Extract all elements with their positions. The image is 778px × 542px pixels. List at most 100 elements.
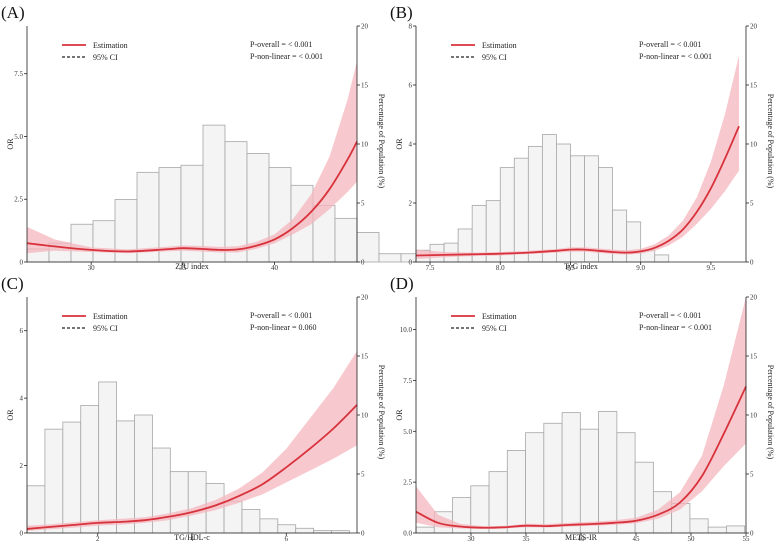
histogram-bar xyxy=(726,525,746,534)
histogram-bar xyxy=(334,217,358,263)
y2-axis-title: Percentage of Population (%) xyxy=(766,365,775,460)
histogram-bar xyxy=(543,422,563,534)
y-axis-title: OR xyxy=(395,138,404,150)
panel-d: 30 35 40 45 50 55 0.0 2.5 5.0 7.5 10.0 0 5 10 15 20 (D) M… xyxy=(389,271,778,542)
x-axis-title: TyG index xyxy=(564,262,598,271)
estimation-curve xyxy=(26,141,358,253)
histogram-bar xyxy=(598,167,613,263)
histogram-bar xyxy=(92,220,116,263)
y-tick-label: 7.5 xyxy=(403,377,412,385)
y-tick-label: 2.5 xyxy=(403,479,412,487)
y-tick-label: 0 xyxy=(409,259,413,267)
histogram-bar xyxy=(556,143,571,263)
histogram-bar xyxy=(616,432,636,534)
p-value-annotation: P-overall = < 0.001 xyxy=(639,311,701,320)
histogram-bar xyxy=(506,449,526,534)
p-value-annotation: P-overall = < 0.001 xyxy=(250,311,312,320)
panel-label: (D) xyxy=(390,274,414,293)
panel-label: (B) xyxy=(390,3,413,22)
p-value-annotation: P-overall = < 0.001 xyxy=(639,40,701,49)
histogram-bar xyxy=(488,471,508,534)
y2-tick-label: 10 xyxy=(750,141,758,149)
chart-d: 30 35 40 45 50 55 0.0 2.5 5.0 7.5 10.0 0 5 10 15 20 (D) M… xyxy=(390,274,775,542)
histogram-bar xyxy=(259,518,279,534)
estimation-curve xyxy=(415,125,740,257)
x-tick-label: 8.0 xyxy=(496,264,505,272)
histogram-bar xyxy=(499,167,515,263)
panel-b: 7.5 8.0 8.5 9.0 9.5 0 2 4 6 8 0 5 10 15 20 (B) TyG index… xyxy=(389,0,778,272)
legend-ci-label: 95% CI xyxy=(93,53,118,62)
x-tick-label: 40 xyxy=(578,535,586,542)
y-tick-label: 7.5 xyxy=(14,70,23,78)
y2-tick-label: 15 xyxy=(361,353,369,361)
y2-tick-label: 10 xyxy=(361,141,369,149)
histogram-bar xyxy=(277,524,297,534)
y-tick-label: 0 xyxy=(20,259,24,267)
histogram-bar xyxy=(268,167,292,263)
y2-axis-title: Percentage of Population (%) xyxy=(377,94,386,189)
x-tick-label: 2 xyxy=(96,535,100,542)
y2-tick-label: 5 xyxy=(361,200,365,208)
x-tick-label: 6 xyxy=(285,535,289,542)
histogram-bar xyxy=(570,155,585,263)
y-tick-label: 2 xyxy=(20,462,24,470)
y2-tick-label: 5 xyxy=(361,471,365,479)
y2-tick-label: 20 xyxy=(361,294,369,302)
histogram-bar xyxy=(169,471,189,534)
y-axis-title: OR xyxy=(6,409,15,421)
y2-tick-label: 20 xyxy=(750,294,758,302)
panel-a: 30 35 40 0 2.5 5.0 7.5 0 5 10 15 20 (A) ZJU index OR Pe… xyxy=(0,0,424,272)
histogram-bar xyxy=(80,405,100,534)
histogram-bar xyxy=(241,508,261,534)
y2-tick-label: 0 xyxy=(750,259,754,267)
histogram-bar xyxy=(626,221,642,263)
panel-label: (A) xyxy=(1,3,25,22)
x-tick-label: 8.5 xyxy=(566,264,575,272)
x-tick-label: 50 xyxy=(688,535,696,542)
y-axis-title: OR xyxy=(395,409,404,421)
y-tick-label: 6 xyxy=(409,82,413,90)
y-tick-label: 8 xyxy=(409,23,413,31)
x-tick-label: 35 xyxy=(179,264,187,272)
histogram-bar xyxy=(598,411,618,534)
y2-tick-label: 0 xyxy=(361,259,365,267)
x-tick-label: 40 xyxy=(271,264,279,272)
histogram-bar xyxy=(295,527,315,534)
histogram-bar xyxy=(707,526,727,534)
chart-b: 7.5 8.0 8.5 9.0 9.5 0 2 4 6 8 0 5 10 15 20 (B) TyG index… xyxy=(390,3,775,272)
legend-estimate-label: Estimation xyxy=(482,312,517,321)
histogram-bar xyxy=(654,254,670,263)
estimation-curve xyxy=(26,404,358,530)
p-value-annotation: P-non-linear = < 0.001 xyxy=(639,323,712,332)
y-tick-label: 0.0 xyxy=(403,530,412,538)
legend-estimate-label: Estimation xyxy=(93,41,128,50)
histogram-bar xyxy=(457,228,473,263)
histogram-bar xyxy=(561,412,581,534)
estimation-curve xyxy=(415,386,747,529)
panel-label: (C) xyxy=(1,274,24,293)
legend-estimate-label: Estimation xyxy=(482,41,517,50)
y2-tick-label: 0 xyxy=(361,530,365,538)
y2-tick-label: 0 xyxy=(750,530,754,538)
legend-ci-label: 95% CI xyxy=(482,53,507,62)
y2-axis-title: Percentage of Population (%) xyxy=(766,94,775,189)
y2-tick-label: 10 xyxy=(361,412,369,420)
histogram-bar xyxy=(187,471,207,534)
y-tick-label: 5.0 xyxy=(403,428,412,436)
y2-tick-label: 20 xyxy=(750,23,758,31)
x-tick-label: 30 xyxy=(468,535,476,542)
y2-tick-label: 15 xyxy=(750,82,758,90)
x-axis-title: METS-IR xyxy=(565,533,598,542)
histogram-bar xyxy=(689,518,709,534)
histogram-bar xyxy=(513,157,529,263)
p-value-annotation: P-non-linear = < 0.001 xyxy=(250,52,323,61)
histogram-bar xyxy=(44,428,64,534)
y2-tick-label: 15 xyxy=(750,353,758,361)
histogram-bar xyxy=(541,134,557,263)
y-tick-label: 2.5 xyxy=(14,196,23,204)
x-tick-label: 35 xyxy=(523,535,531,542)
y2-axis-title: Percentage of Population (%) xyxy=(377,365,386,460)
y-tick-label: 4 xyxy=(409,141,413,149)
ci-band xyxy=(27,350,357,531)
